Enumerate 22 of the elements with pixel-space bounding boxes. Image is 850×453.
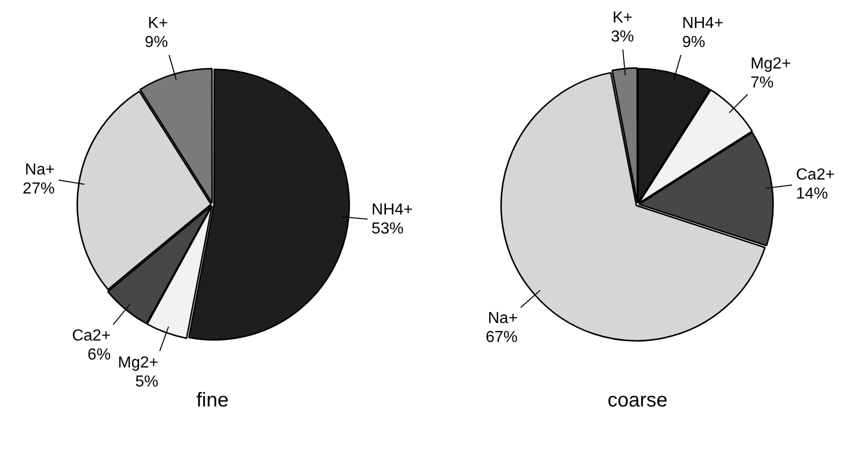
data-label: 67% bbox=[486, 329, 518, 346]
data-label: 3% bbox=[610, 28, 634, 46]
data-label: 5% bbox=[135, 374, 158, 391]
slice-label: Ca2+ bbox=[72, 327, 111, 344]
text: coarse bbox=[607, 390, 668, 412]
data-label: 27% bbox=[22, 180, 55, 198]
slice-label: Na+ bbox=[24, 161, 55, 178]
data-label: 9% bbox=[682, 34, 706, 51]
slice-label: K+ bbox=[148, 15, 168, 32]
slice-label: NH4+ bbox=[372, 201, 413, 218]
slice-label: K+ bbox=[612, 9, 632, 26]
data-label: 7% bbox=[750, 74, 774, 92]
slice-label: NH4+ bbox=[682, 15, 724, 32]
text: fine bbox=[196, 390, 229, 412]
data-label: 14% bbox=[796, 185, 828, 202]
slice-label: Mg2+ bbox=[118, 354, 158, 372]
data-label: 9% bbox=[144, 34, 168, 51]
data-label: 53% bbox=[372, 220, 404, 238]
slice-label: Ca2+ bbox=[796, 166, 835, 184]
data-label: 6% bbox=[88, 346, 111, 364]
slice-label: Mg2+ bbox=[750, 55, 791, 72]
slice-label: Na+ bbox=[488, 310, 518, 328]
